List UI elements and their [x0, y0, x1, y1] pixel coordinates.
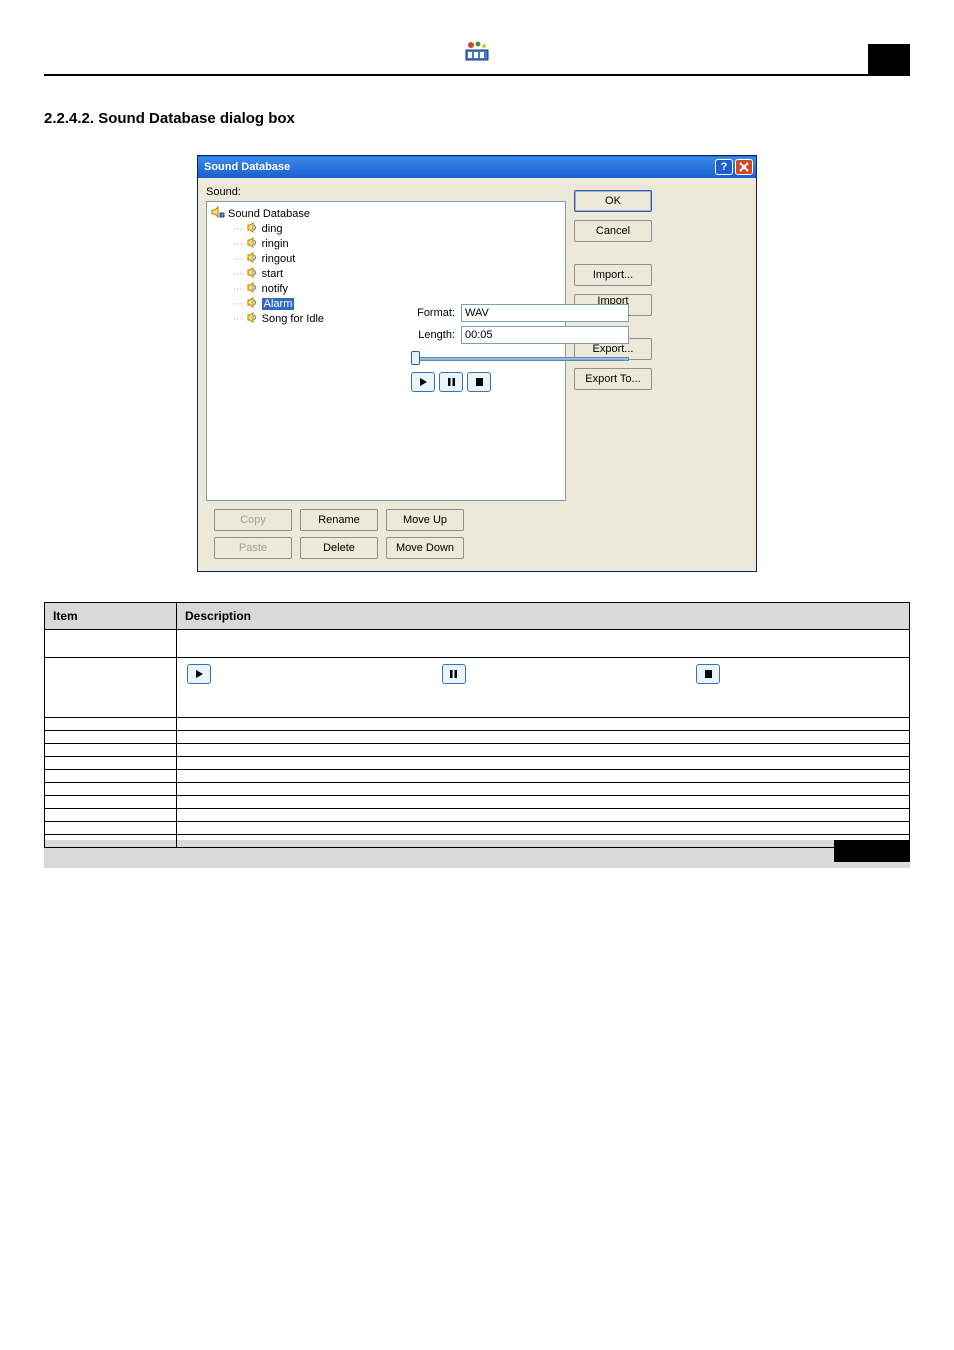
table-row: [45, 835, 910, 848]
header-block: [868, 44, 910, 74]
sound-icon: [247, 267, 259, 281]
cancel-button[interactable]: Cancel: [574, 220, 652, 242]
help-button[interactable]: ?: [715, 159, 733, 175]
sound-icon: [247, 252, 259, 266]
section-heading: 2.2.4.2. Sound Database dialog box: [44, 110, 910, 127]
sound-icon: [247, 297, 259, 311]
speaker-icon: [211, 206, 225, 221]
pause-icon: [442, 664, 466, 684]
table-row: [45, 783, 910, 796]
app-icon: [464, 40, 490, 68]
footer-page-block: [834, 840, 910, 862]
table-row: [45, 718, 910, 731]
tree-root[interactable]: Sound Database: [211, 206, 561, 221]
move-down-button[interactable]: Move Down: [386, 537, 464, 559]
table-row: [45, 744, 910, 757]
table-row: [45, 757, 910, 770]
table-row: [45, 770, 910, 783]
import-button[interactable]: Import...: [574, 264, 652, 286]
format-label: Format:: [411, 307, 455, 319]
paste-button[interactable]: Paste: [214, 537, 292, 559]
description-table: Item Description: [44, 602, 910, 848]
close-button[interactable]: [735, 159, 753, 175]
pause-button[interactable]: [439, 372, 463, 392]
copy-button[interactable]: Copy: [214, 509, 292, 531]
table-row: [45, 822, 910, 835]
delete-button[interactable]: Delete: [300, 537, 378, 559]
sound-icon: [247, 237, 259, 251]
table-row: [45, 630, 910, 658]
playback-slider[interactable]: [411, 350, 629, 366]
ok-button[interactable]: OK: [574, 190, 652, 212]
table-row: [45, 809, 910, 822]
sound-icon: [247, 282, 259, 296]
format-field: [461, 304, 629, 322]
tree-item[interactable]: ····start: [211, 266, 561, 281]
stop-icon: [696, 664, 720, 684]
preview-panel: Format: Length:: [411, 304, 629, 392]
header-rule: [44, 74, 910, 76]
table-header-item: Item: [45, 603, 177, 630]
stop-button[interactable]: [467, 372, 491, 392]
tree-item[interactable]: ····notify: [211, 281, 561, 296]
length-field: [461, 326, 629, 344]
sound-icon: [247, 312, 259, 326]
sound-database-dialog: Sound Database ? Sound:: [197, 155, 757, 572]
sound-icon: [247, 222, 259, 236]
length-label: Length:: [411, 329, 455, 341]
tree-item[interactable]: ····ringout: [211, 251, 561, 266]
tree-item[interactable]: ····ringin: [211, 236, 561, 251]
table-row: [45, 658, 910, 718]
dialog-title: Sound Database: [204, 161, 290, 173]
table-row: [45, 731, 910, 744]
sound-label: Sound:: [206, 186, 566, 198]
move-up-button[interactable]: Move Up: [386, 509, 464, 531]
dialog-titlebar[interactable]: Sound Database ?: [198, 156, 756, 178]
tree-root-label: Sound Database: [228, 208, 310, 220]
table-header-description: Description: [177, 603, 910, 630]
tree-item[interactable]: ····ding: [211, 221, 561, 236]
play-icon: [187, 664, 211, 684]
table-row: [45, 796, 910, 809]
play-button[interactable]: [411, 372, 435, 392]
rename-button[interactable]: Rename: [300, 509, 378, 531]
